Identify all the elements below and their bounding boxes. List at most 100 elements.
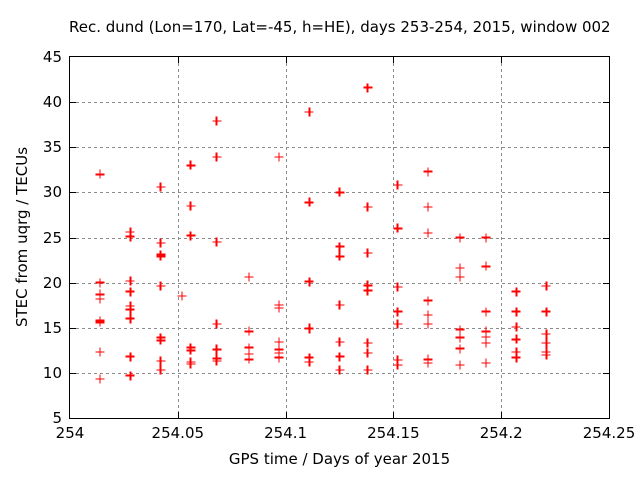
data-point [125,305,135,315]
data-point [455,333,465,343]
y-gridline [70,282,609,284]
data-point [335,352,344,362]
data-point [481,358,491,368]
x-tick-bottom [285,412,287,418]
data-point [393,180,403,190]
x-tick-label: 254.2 [479,424,523,442]
data-point [335,242,344,252]
y-tick-label: 40 [42,93,62,112]
data-point [274,152,284,162]
y-tick-left [70,282,76,284]
y-tick-label: 10 [42,363,62,382]
data-point [393,307,403,316]
data-point [125,314,135,324]
data-point [156,238,166,248]
chart-title: Rec. dund (Lon=170, Lat=-45, h=HE), days… [69,18,611,36]
y-tick-label: 15 [42,318,62,337]
data-point [186,160,196,170]
data-point [304,324,314,334]
data-point [363,202,373,212]
data-point [244,326,254,336]
y-tick-right [603,102,609,104]
data-point [335,300,344,310]
data-point [363,348,373,358]
data-point [244,343,254,353]
y-gridline [70,102,609,104]
data-point [423,202,433,212]
data-point [363,338,373,348]
data-point [363,365,373,375]
x-tick-label: 254 [55,424,85,442]
data-point [511,322,521,332]
y-tick-label: 45 [42,48,62,66]
y-gridline [70,327,609,329]
x-tick-label: 254.05 [151,424,205,442]
y-tick-right [603,147,609,149]
data-point [95,374,105,384]
data-point [363,83,373,93]
data-point [363,286,373,296]
data-point [156,281,166,291]
data-point [186,345,196,355]
y-gridline [70,237,609,239]
data-point [274,348,284,358]
data-point [186,359,196,369]
data-point [335,251,344,261]
data-point [186,231,196,241]
y-tick-left [70,372,76,374]
data-point [363,280,373,290]
data-point [244,349,254,359]
data-point [125,276,135,286]
data-point [125,371,135,381]
data-point [541,281,551,291]
x-tick-top [285,57,287,63]
data-point [511,334,521,344]
data-point [304,357,314,367]
y-tick-right [603,282,609,284]
data-point [511,307,521,316]
data-point [156,335,166,345]
data-point [125,232,135,242]
data-point [481,332,491,342]
data-point [541,307,551,316]
data-point [212,356,222,366]
data-point [212,237,222,247]
data-point [393,360,403,370]
x-tick-bottom [177,412,179,418]
data-point [423,228,433,238]
x-tick-label: 254.25 [582,424,636,442]
data-point [304,197,314,207]
data-point [156,356,166,366]
x-axis-label: GPS time / Days of year 2015 [228,450,451,468]
x-tick-top [177,57,179,63]
y-tick-label: 20 [42,273,62,292]
data-point [156,365,166,375]
data-point [541,329,551,339]
y-tick-left [70,237,76,239]
data-point [423,167,433,177]
data-point [95,169,105,179]
data-point [481,233,491,242]
data-point [95,317,105,327]
data-point [423,358,433,368]
x-tick-top [393,57,395,63]
data-point [274,337,284,347]
x-tick-top [501,57,503,63]
data-point [393,319,403,329]
data-point [244,354,254,364]
data-point [541,350,551,360]
y-tick-label: 35 [42,138,62,157]
data-point [156,182,166,192]
x-tick-label: 254.15 [367,424,420,442]
data-point [186,201,196,211]
data-point [125,352,135,362]
data-point [335,187,344,197]
data-point [393,223,403,233]
data-point [95,289,105,299]
data-point [335,337,344,347]
y-tick-label: 25 [42,228,62,247]
y-tick-left [70,192,76,194]
y-tick-right [603,372,609,374]
y-tick-right [603,237,609,239]
